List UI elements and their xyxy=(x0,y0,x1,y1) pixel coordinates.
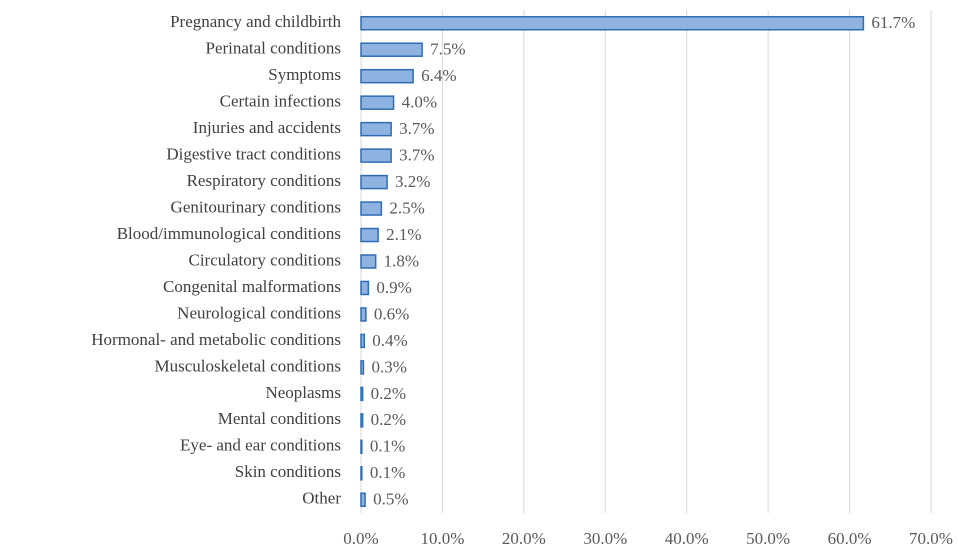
y-tick-label: Eye- and ear conditions xyxy=(180,436,341,455)
y-tick-label: Blood/immunological conditions xyxy=(117,224,341,243)
y-tick-label: Mental conditions xyxy=(218,409,341,428)
y-tick-label: Genitourinary conditions xyxy=(171,197,341,216)
bar xyxy=(360,148,392,163)
data-label: 0.5% xyxy=(373,490,408,509)
x-tick-label: 60.0% xyxy=(828,529,872,548)
x-tick-label: 20.0% xyxy=(502,529,546,548)
bar xyxy=(360,360,365,375)
data-label: 61.7% xyxy=(871,13,915,32)
y-tick-label: Symptoms xyxy=(268,65,341,84)
y-tick-label: Neoplasms xyxy=(265,383,341,402)
y-tick-label: Skin conditions xyxy=(235,462,341,481)
bar xyxy=(360,307,367,322)
data-label: 0.1% xyxy=(370,463,405,482)
data-label: 0.4% xyxy=(372,331,407,350)
data-label: 0.2% xyxy=(371,410,406,429)
data-label: 0.3% xyxy=(371,357,406,376)
bar xyxy=(360,466,363,481)
data-label: 2.1% xyxy=(386,225,421,244)
bar xyxy=(360,386,364,402)
bar xyxy=(360,95,395,110)
data-label: 3.7% xyxy=(399,146,434,165)
x-tick-label: 50.0% xyxy=(746,529,790,548)
x-tick-label: 0.0% xyxy=(343,529,378,548)
bar xyxy=(360,492,366,508)
y-tick-label: Respiratory conditions xyxy=(187,171,341,190)
x-tick-label: 70.0% xyxy=(909,529,953,548)
x-tick-label: 40.0% xyxy=(665,529,709,548)
y-tick-label: Neurological conditions xyxy=(177,303,341,322)
bar xyxy=(360,254,377,269)
data-label: 3.7% xyxy=(399,119,434,138)
bar xyxy=(360,15,865,31)
bar xyxy=(360,201,383,216)
y-tick-label: Circulatory conditions xyxy=(188,250,341,269)
data-label: 0.2% xyxy=(371,384,406,403)
bar xyxy=(360,42,423,57)
data-label: 0.6% xyxy=(374,304,409,323)
bar xyxy=(360,68,414,84)
data-label: 1.8% xyxy=(384,251,419,270)
bar xyxy=(360,439,363,455)
bar xyxy=(360,227,379,243)
bar xyxy=(360,174,388,190)
data-label: 4.0% xyxy=(402,93,437,112)
y-tick-label: Digestive tract conditions xyxy=(166,145,341,164)
data-label: 7.5% xyxy=(430,40,465,59)
bar xyxy=(360,333,366,349)
bar xyxy=(360,413,364,428)
y-tick-label: Hormonal- and metabolic conditions xyxy=(91,330,341,349)
data-label: 3.2% xyxy=(395,172,430,191)
x-tick-label: 10.0% xyxy=(420,529,464,548)
y-tick-label: Perinatal conditions xyxy=(205,39,341,58)
x-tick-label: 30.0% xyxy=(583,529,627,548)
bar xyxy=(360,121,392,137)
y-tick-label: Certain infections xyxy=(220,92,341,111)
y-tick-label: Congenital malformations xyxy=(163,277,341,296)
y-tick-label: Pregnancy and childbirth xyxy=(170,12,341,31)
y-tick-label: Musculoskeletal conditions xyxy=(154,356,341,375)
data-label: 0.9% xyxy=(376,278,411,297)
bar xyxy=(360,280,370,296)
data-label: 0.1% xyxy=(370,437,405,456)
data-label: 6.4% xyxy=(421,66,456,85)
y-tick-label: Other xyxy=(302,489,341,508)
y-tick-label: Injuries and accidents xyxy=(193,118,341,137)
data-label: 2.5% xyxy=(389,198,424,217)
